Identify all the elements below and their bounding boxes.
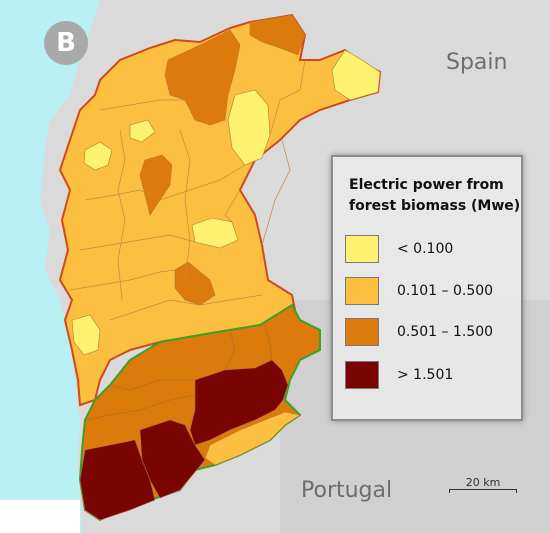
legend-item-class-1: < 0.100	[345, 235, 521, 263]
legend-swatch-class-1	[345, 235, 379, 263]
legend-label-class-1: < 0.100	[397, 241, 454, 257]
country-label-spain: Spain	[446, 50, 508, 75]
municipality-class-3	[164, 29, 241, 126]
municipality-class-1	[227, 89, 271, 166]
scale-bar-line	[449, 489, 517, 493]
margin-white	[0, 500, 80, 533]
sea-area	[0, 0, 100, 533]
municipality-class-3	[249, 14, 306, 56]
panel-label-badge: B	[44, 21, 88, 65]
municipality-boundaries	[69, 59, 306, 321]
portugal-municipality-boundaries	[84, 324, 273, 421]
legend-swatch-class-4	[345, 361, 379, 389]
municipality-class-1	[129, 119, 156, 143]
legend-label-class-3: 0.501 – 1.500	[397, 324, 494, 340]
municipality-class-1	[71, 314, 101, 356]
municipality-class-1	[83, 141, 113, 171]
municipality-class-1	[331, 49, 381, 101]
panel-label-text: B	[56, 28, 76, 58]
legend-swatch-class-3	[345, 318, 379, 346]
legend-item-class-4: > 1.501	[345, 361, 521, 389]
municipality-class-2	[204, 411, 301, 466]
legend-item-class-2: 0.101 – 0.500	[345, 277, 521, 305]
legend-swatch-class-2	[345, 277, 379, 305]
map-legend: Electric power from forest biomass (Mwe)…	[331, 155, 523, 421]
legend-label-class-2: 0.101 – 0.500	[397, 283, 494, 299]
country-label-portugal: Portugal	[301, 478, 393, 503]
municipality-class-4	[189, 359, 289, 446]
scale-bar: 20 km	[449, 476, 517, 493]
legend-item-class-3: 0.501 – 1.500	[345, 318, 521, 346]
legend-title: Electric power from forest biomass (Mwe)	[349, 177, 521, 214]
municipality-class-4	[79, 439, 156, 521]
scale-bar-label: 20 km	[465, 476, 501, 489]
legend-label-class-4: > 1.501	[397, 367, 454, 383]
municipality-class-3	[174, 261, 216, 306]
